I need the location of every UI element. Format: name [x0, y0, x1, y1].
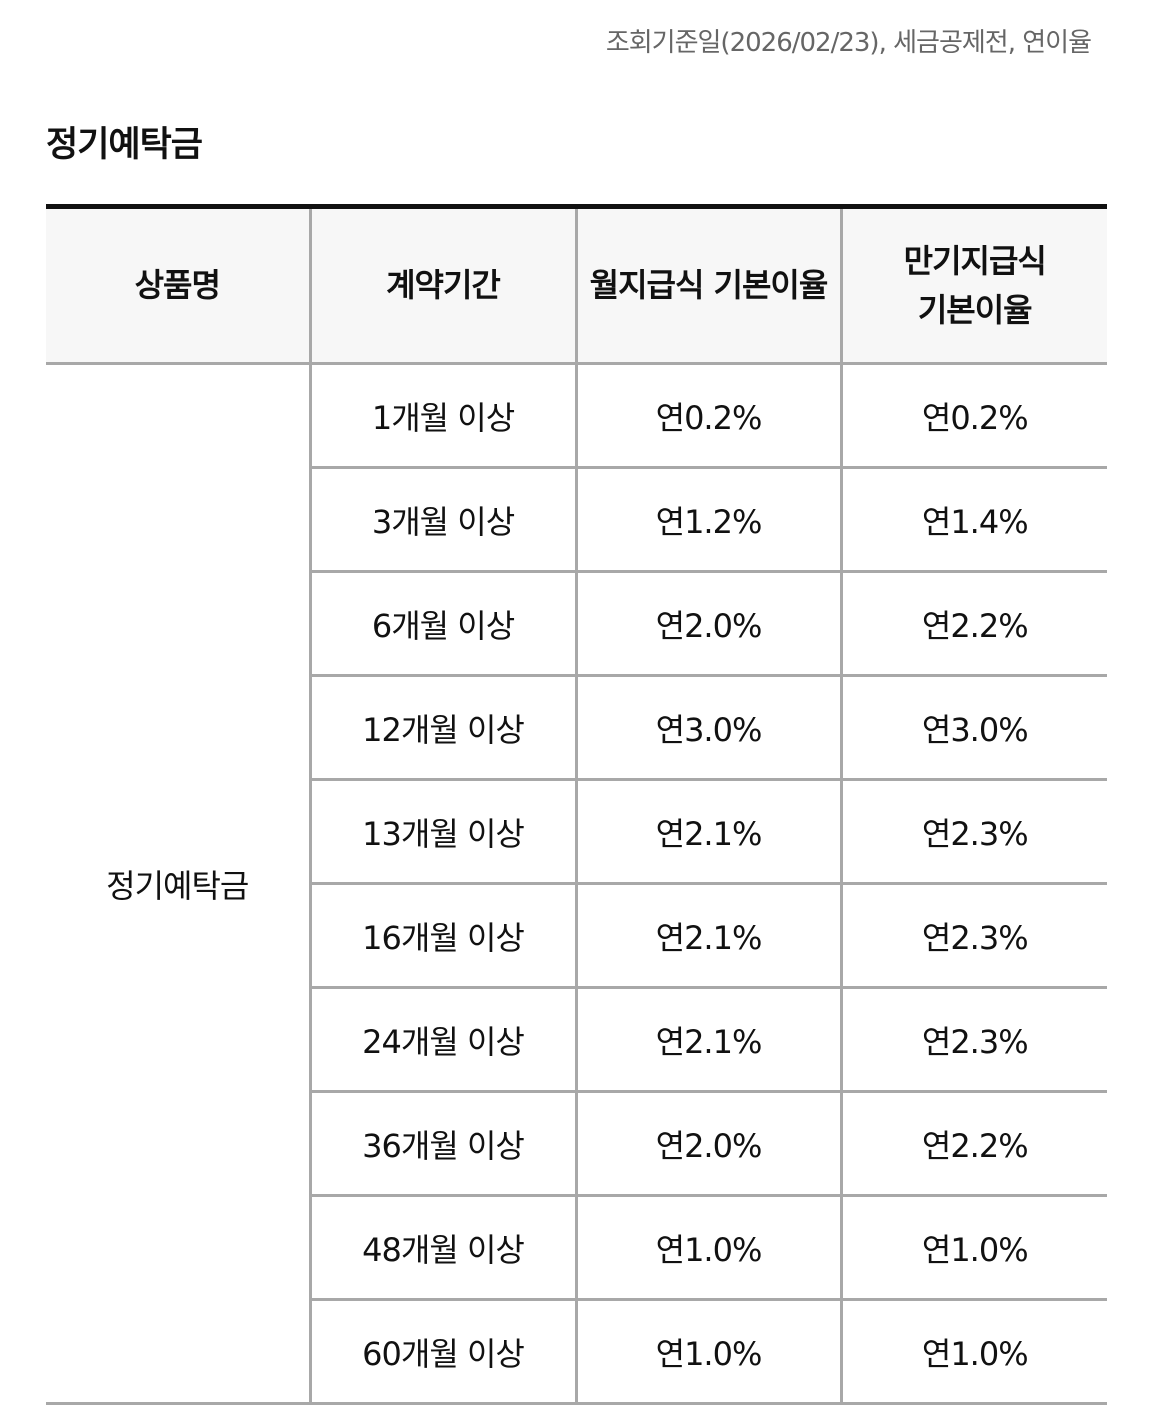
monthly-rate-cell: 연2.1%	[574, 779, 841, 885]
term-cell: 24개월 이상	[308, 987, 576, 1093]
table-row: 60개월 이상 연1.0% 연1.0%	[46, 1299, 1107, 1405]
monthly-rate-cell: 연2.0%	[574, 1091, 841, 1197]
monthly-rate-cell: 연2.0%	[574, 571, 841, 677]
term-cell: 6개월 이상	[308, 571, 576, 677]
maturity-rate-cell: 연1.0%	[839, 1195, 1107, 1301]
maturity-rate-cell: 연2.2%	[839, 1091, 1107, 1197]
product-name-cell: 정기예탁금	[46, 363, 310, 1405]
term-cell: 36개월 이상	[308, 1091, 576, 1197]
table-row: 24개월 이상 연2.1% 연2.3%	[46, 987, 1107, 1093]
monthly-rate-cell: 연1.0%	[574, 1299, 841, 1405]
maturity-rate-cell: 연1.0%	[839, 1299, 1107, 1405]
table-row: 13개월 이상 연2.1% 연2.3%	[46, 779, 1107, 885]
interest-rate-table: 상품명 계약기간 월지급식 기본이율 만기지급식 기본이율 정기예탁금 1개월 …	[46, 204, 1107, 1405]
header-maturity-rate: 만기지급식 기본이율	[839, 206, 1107, 365]
table-header-row: 상품명 계약기간 월지급식 기본이율 만기지급식 기본이율	[46, 206, 1107, 365]
term-cell: 12개월 이상	[308, 675, 576, 781]
table-row: 3개월 이상 연1.2% 연1.4%	[46, 467, 1107, 573]
header-monthly-rate: 월지급식 기본이율	[574, 206, 841, 365]
maturity-rate-cell: 연0.2%	[839, 363, 1107, 469]
term-cell: 60개월 이상	[308, 1299, 576, 1405]
table-row: 정기예탁금 1개월 이상 연0.2% 연0.2%	[46, 363, 1107, 1405]
term-cell: 13개월 이상	[308, 779, 576, 885]
monthly-rate-cell: 연0.2%	[574, 363, 841, 469]
maturity-rate-cell: 연2.3%	[839, 987, 1107, 1093]
reference-date-note: 조회기준일(2026/02/23), 세금공제전, 연이율	[605, 28, 1092, 58]
term-cell: 48개월 이상	[308, 1195, 576, 1301]
monthly-rate-cell: 연1.0%	[574, 1195, 841, 1301]
table-row: 12개월 이상 연3.0% 연3.0%	[46, 675, 1107, 781]
maturity-rate-cell: 연3.0%	[839, 675, 1107, 781]
header-product-name: 상품명	[46, 206, 310, 365]
table-row: 16개월 이상 연2.1% 연2.3%	[46, 883, 1107, 989]
term-cell: 3개월 이상	[308, 467, 576, 573]
term-cell: 1개월 이상	[308, 363, 576, 469]
table-row: 48개월 이상 연1.0% 연1.0%	[46, 1195, 1107, 1301]
term-cell: 16개월 이상	[308, 883, 576, 989]
monthly-rate-cell: 연3.0%	[574, 675, 841, 781]
maturity-rate-cell: 연1.4%	[839, 467, 1107, 573]
maturity-rate-cell: 연2.3%	[839, 779, 1107, 885]
header-contract-term: 계약기간	[308, 206, 576, 365]
section-title: 정기예탁금	[46, 125, 203, 165]
table-row: 36개월 이상 연2.0% 연2.2%	[46, 1091, 1107, 1197]
monthly-rate-cell: 연1.2%	[574, 467, 841, 573]
maturity-rate-cell: 연2.2%	[839, 571, 1107, 677]
monthly-rate-cell: 연2.1%	[574, 987, 841, 1093]
maturity-rate-cell: 연2.3%	[839, 883, 1107, 989]
table-row: 6개월 이상 연2.0% 연2.2%	[46, 571, 1107, 677]
monthly-rate-cell: 연2.1%	[574, 883, 841, 989]
